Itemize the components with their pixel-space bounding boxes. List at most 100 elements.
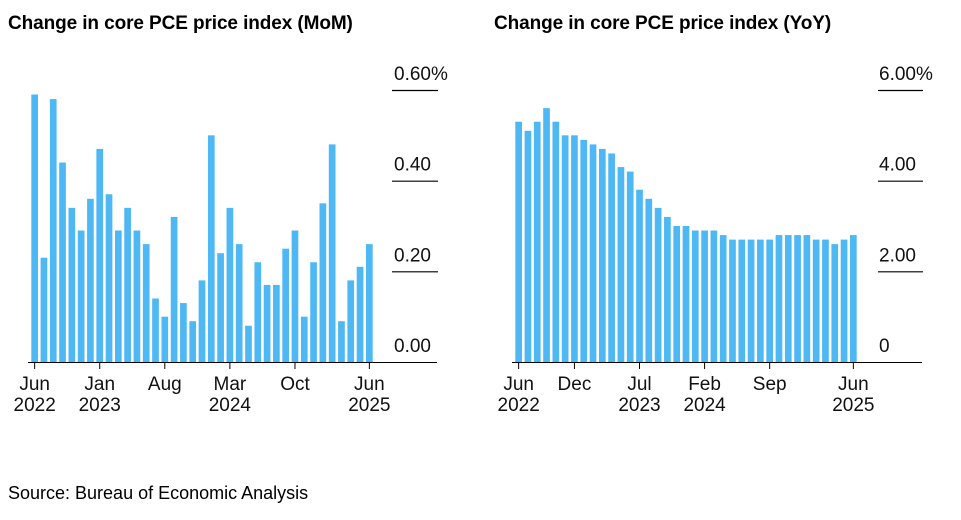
bar-aug-2023 [645, 198, 653, 362]
bar-dec-2023 [198, 280, 206, 362]
bar-oct-2024 [291, 230, 299, 362]
x-tick-year-label: 2022 [498, 395, 540, 416]
y-tick-label: 6.00% [879, 64, 933, 85]
bar-apr-2025 [347, 280, 355, 362]
bar-jun-2023 [142, 244, 150, 362]
x-tick-label: Jan [84, 374, 115, 395]
bar-jan-2024 [207, 135, 215, 362]
bar-aug-2023 [161, 316, 169, 362]
bar-feb-2025 [328, 144, 336, 362]
bar-dec-2023 [682, 226, 690, 362]
bar-mar-2023 [114, 230, 122, 362]
bar-apr-2024 [235, 244, 243, 362]
bar-nov-2023 [189, 321, 197, 362]
bar-feb-2023 [105, 194, 113, 362]
x-tick-label: Jul [627, 374, 651, 395]
bar-oct-2022 [552, 121, 560, 362]
bar-aug-2022 [49, 99, 57, 362]
bar-nov-2022 [561, 135, 569, 362]
bar-may-2024 [245, 325, 252, 362]
x-tick-label: Jun [19, 374, 50, 395]
bar-aug-2024 [273, 284, 280, 362]
bar-jun-2022 [515, 121, 522, 362]
y-tick-label: 4.00 [879, 155, 916, 176]
y-tick-label: 0.00 [394, 336, 431, 357]
bar-apr-2024 [719, 235, 727, 362]
x-tick-year-label: 2024 [683, 395, 726, 416]
bar-feb-2024 [701, 230, 708, 362]
bar-feb-2025 [812, 239, 820, 362]
bar-jan-2025 [319, 203, 327, 362]
x-tick-year-label: 2025 [832, 395, 874, 416]
bar-mar-2025 [822, 239, 829, 362]
bar-oct-2023 [664, 216, 671, 362]
x-tick-label: Feb [688, 374, 721, 395]
bar-jun-2022 [31, 94, 38, 362]
bar-jul-2024 [263, 284, 271, 362]
y-tick-label: 0.60% [394, 64, 448, 85]
bar-jun-2023 [626, 171, 634, 362]
x-tick-label: Sep [753, 374, 787, 395]
bar-jun-2024 [738, 239, 746, 362]
x-tick-label: Jun [838, 374, 869, 395]
bar-aug-2022 [533, 121, 541, 362]
bar-feb-2023 [589, 144, 597, 362]
bar-jan-2023 [96, 148, 104, 362]
bar-jan-2023 [580, 139, 588, 362]
bar-jan-2024 [691, 230, 699, 362]
x-tick-label: Dec [558, 374, 592, 395]
bar-aug-2024 [757, 239, 764, 362]
bar-dec-2022 [571, 135, 578, 362]
bar-may-2025 [356, 266, 364, 362]
bar-jul-2022 [40, 257, 48, 362]
bar-oct-2024 [775, 235, 783, 362]
y-tick-label: 0.20 [394, 245, 431, 266]
bar-may-2023 [133, 230, 141, 362]
bar-oct-2023 [180, 303, 187, 362]
chart-title-mom: Change in core PCE price index (MoM) [8, 13, 353, 34]
bar-sep-2022 [59, 162, 66, 362]
x-tick-label: Aug [148, 374, 182, 395]
bar-sep-2023 [654, 207, 662, 362]
bar-jan-2025 [803, 235, 811, 362]
bar-dec-2024 [310, 262, 317, 362]
x-tick-year-label: 2024 [209, 395, 252, 416]
bar-mar-2024 [710, 230, 718, 362]
bar-mar-2025 [338, 321, 345, 362]
bar-jul-2023 [636, 189, 643, 362]
bar-jul-2023 [152, 298, 159, 362]
bar-oct-2022 [68, 207, 76, 362]
bar-sep-2024 [766, 239, 774, 362]
bar-dec-2024 [794, 235, 801, 362]
x-tick-year-label: 2023 [618, 395, 660, 416]
bar-may-2023 [617, 167, 625, 362]
bar-may-2024 [729, 239, 736, 362]
x-tick-label: Jun [503, 374, 534, 395]
chart-title-yoy: Change in core PCE price index (YoY) [494, 13, 832, 34]
bar-nov-2022 [77, 230, 85, 362]
bar-jul-2024 [747, 239, 755, 362]
bar-nov-2024 [784, 235, 792, 362]
bar-feb-2024 [217, 253, 224, 362]
bar-mar-2024 [226, 207, 234, 362]
bar-apr-2025 [831, 244, 839, 362]
bar-dec-2022 [87, 198, 94, 362]
bar-jun-2025 [850, 235, 857, 362]
bar-sep-2023 [170, 216, 178, 362]
x-tick-year-label: 2022 [14, 395, 56, 416]
x-tick-label: Oct [280, 374, 310, 395]
x-tick-label: Mar [214, 374, 247, 395]
bar-sep-2022 [543, 108, 550, 362]
x-tick-year-label: 2025 [348, 395, 390, 416]
bar-sep-2024 [282, 248, 290, 362]
source-note: Source: Bureau of Economic Analysis [8, 483, 309, 503]
y-tick-label: 2.00 [879, 245, 916, 266]
bar-may-2025 [840, 239, 848, 362]
bar-nov-2023 [673, 226, 681, 362]
bar-mar-2023 [598, 148, 606, 362]
x-tick-year-label: 2023 [79, 395, 121, 416]
x-tick-label: Jun [354, 374, 385, 395]
bar-jun-2024 [254, 262, 262, 362]
